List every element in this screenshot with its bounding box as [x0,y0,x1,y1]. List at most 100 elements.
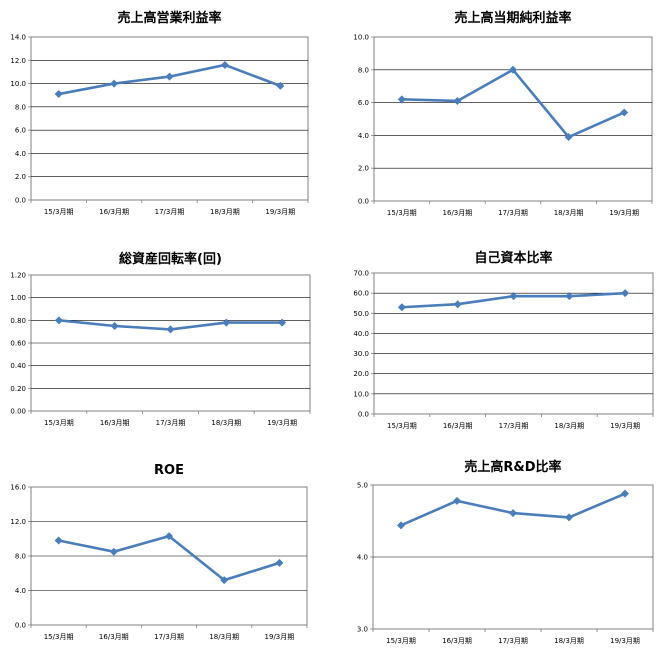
data-point [220,576,229,585]
chart-title: 自己資本比率 [474,250,552,266]
data-point [509,509,517,518]
y-tick-label: 16.0 [10,484,26,492]
y-tick-label: 5.0 [357,482,368,490]
x-tick-label: 19/3月期 [265,633,295,641]
x-tick-label: 16/3月期 [99,208,129,216]
y-tick-label: 0.80 [10,317,26,325]
y-tick-label: 20.0 [353,370,369,378]
data-point [110,79,119,88]
chart-title: 売上高当期純利益率 [454,10,571,26]
chart-panel-5: ROE 0.0 4.0 8.0 12.0 16.0 15/3月期 16/3月期 17/3月期 18… [10,463,308,641]
chart-title: 売上高営業利益率 [117,10,221,26]
x-tick-label: 17/3月期 [154,633,184,641]
x-tick-label: 17/3月期 [498,637,528,645]
y-tick-label: 14.0 [10,34,26,42]
y-tick-label: 0.60 [10,340,26,348]
x-tick-label: 15/3月期 [44,419,74,427]
x-tick-label: 17/3月期 [499,422,529,430]
y-tick-label: 4.0 [358,132,369,140]
chart-panel-6: 売上高R&D比率 3.0 4.0 5.0 15/3月期 16/3月期 17/3月期 18/3月… [357,459,654,645]
y-tick-label: 70.0 [353,270,369,278]
x-tick-label: 17/3月期 [155,208,185,216]
y-tick-label: 3.0 [357,626,368,634]
data-point [54,316,63,325]
y-tick-label: 0.0 [358,198,369,206]
x-tick-label: 19/3月期 [610,637,640,645]
x-tick-label: 15/3月期 [387,209,417,217]
x-tick-label: 19/3月期 [609,209,639,217]
data-point [565,292,574,301]
chart-panel-3: 総資産回転率(回) 0.00 0.20 0.40 0.60 0.80 1.00 1.20 15/… [10,251,311,427]
x-tick-label: 17/3月期 [156,419,186,427]
x-tick-label: 15/3月期 [44,633,74,641]
x-tick-label: 18/3月期 [211,419,241,427]
data-point [453,496,461,505]
x-tick-label: 19/3月期 [610,422,640,430]
data-point [54,536,63,545]
data-point [397,521,405,530]
data-point [620,108,629,117]
data-point [564,133,573,142]
chart-title: ROE [154,463,184,478]
y-tick-label: 30.0 [353,350,369,358]
y-tick-label: 8.0 [358,66,369,74]
y-tick-label: 8.0 [15,103,26,111]
y-tick-label: 2.0 [358,165,369,173]
data-point [222,318,231,327]
y-tick-label: 60.0 [353,290,369,298]
x-tick-label: 15/3月期 [387,422,417,430]
y-tick-label: 6.0 [15,127,26,135]
y-tick-label: 1.00 [10,294,26,302]
y-tick-label: 0.0 [15,197,26,205]
data-point [621,489,629,498]
chart-panel-4: 自己資本比率 0.0 10.0 20.0 30.0 40.0 50.0 60.0 70.0 15/… [353,250,654,430]
chart-title: 売上高R&D比率 [464,459,561,475]
y-tick-label: 0.00 [10,408,26,416]
y-tick-label: 10.0 [10,80,26,88]
data-point [165,532,173,541]
y-tick-label: 4.0 [15,150,26,158]
x-tick-label: 17/3月期 [498,209,528,217]
data-point [453,300,462,309]
y-tick-label: 40.0 [353,330,369,338]
x-tick-label: 15/3月期 [44,208,74,216]
chart-panel-1: 売上高営業利益率 0.0 2.0 4.0 6.0 8.0 10.0 12.0 14.0 15/3月… [10,10,309,216]
data-point [453,96,462,105]
data-point [397,303,406,312]
data-point [110,322,119,330]
data-point [166,325,175,334]
chart-title: 総資産回転率(回) [119,251,222,267]
data-point [276,81,285,90]
plot-area [373,36,653,202]
data-point [565,513,573,522]
y-tick-label: 10.0 [353,390,369,398]
y-tick-label: 12.0 [10,57,26,65]
data-point [54,90,63,99]
x-tick-label: 19/3月期 [265,208,295,216]
x-tick-label: 16/3月期 [100,419,130,427]
y-tick-label: 50.0 [353,310,369,318]
x-tick-label: 18/3月期 [554,637,584,645]
x-tick-label: 18/3月期 [210,208,240,216]
data-point [397,95,406,104]
x-tick-label: 16/3月期 [99,633,129,641]
data-point [275,558,284,567]
x-tick-label: 18/3月期 [554,422,584,430]
data-point [109,547,118,556]
y-tick-label: 10.0 [353,34,369,42]
x-tick-label: 16/3月期 [442,637,472,645]
y-tick-label: 4.0 [15,587,26,595]
y-tick-label: 0.20 [10,385,26,393]
data-point [165,72,174,81]
data-point [220,60,229,69]
x-tick-label: 18/3月期 [209,633,239,641]
x-tick-label: 19/3月期 [267,419,297,427]
data-point [509,292,518,301]
data-point [509,65,517,74]
x-tick-label: 15/3月期 [386,637,416,645]
x-tick-label: 16/3月期 [443,422,473,430]
y-tick-label: 1.20 [10,272,26,280]
data-point [278,318,287,327]
x-tick-label: 18/3月期 [554,209,584,217]
